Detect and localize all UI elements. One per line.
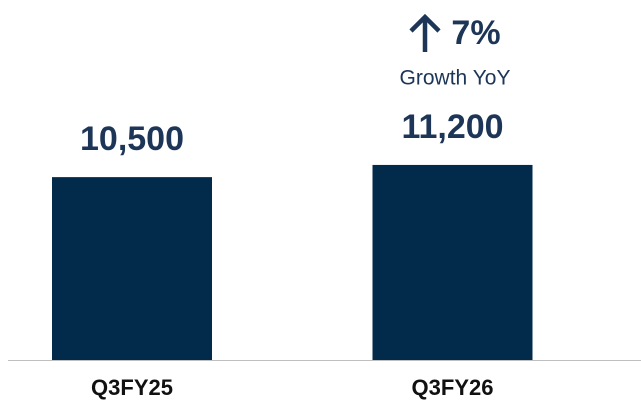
- value-label: 10,500: [80, 120, 184, 158]
- growth-annotation: 7%: [451, 14, 500, 52]
- x-tick-label: Q3FY25: [91, 375, 173, 400]
- bar: [372, 164, 533, 360]
- bar: [52, 177, 212, 360]
- x-tick-label: Q3FY26: [412, 375, 494, 400]
- growth-arrow: [409, 13, 441, 52]
- value-label: 11,200: [401, 108, 503, 146]
- growth-subtitle: Growth YoY: [400, 67, 511, 90]
